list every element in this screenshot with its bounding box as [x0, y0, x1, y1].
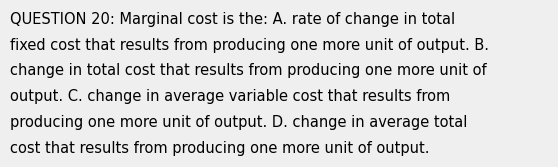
Text: change in total cost that results from producing one more unit of: change in total cost that results from p…: [10, 63, 487, 78]
Text: cost that results from producing one more unit of output.: cost that results from producing one mor…: [10, 141, 430, 156]
Text: output. C. change in average variable cost that results from: output. C. change in average variable co…: [10, 89, 450, 104]
Text: fixed cost that results from producing one more unit of output. B.: fixed cost that results from producing o…: [10, 38, 489, 53]
Text: producing one more unit of output. D. change in average total: producing one more unit of output. D. ch…: [10, 115, 468, 130]
Text: QUESTION 20: Marginal cost is the: A. rate of change in total: QUESTION 20: Marginal cost is the: A. ra…: [10, 12, 455, 27]
